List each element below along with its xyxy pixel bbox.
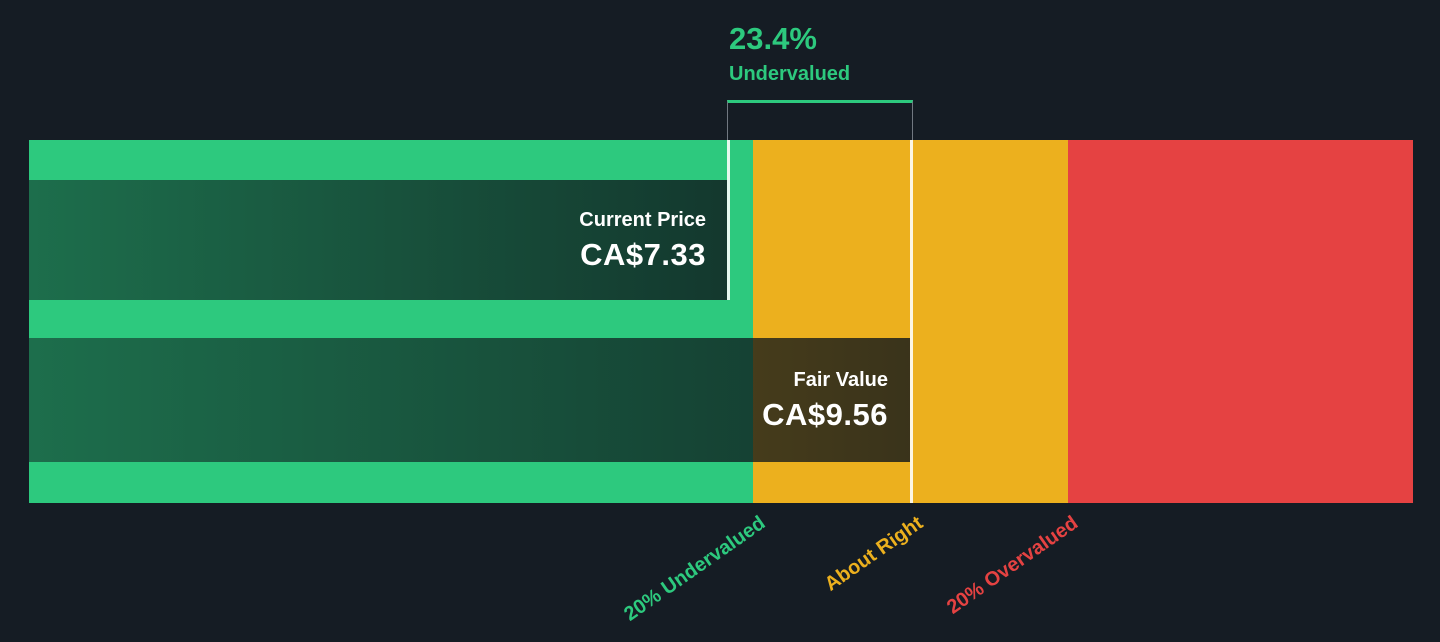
discount-percent: 23.4%	[729, 21, 817, 56]
current-price-label: Current Price	[579, 208, 706, 231]
fair-value-label: Fair Value	[793, 368, 889, 391]
fair-value-bar: Fair Value CA$9.56	[29, 338, 910, 462]
fair-value-marker-line	[910, 140, 913, 503]
discount-annotation: 23.4% Undervalued	[729, 21, 851, 86]
discount-bracket	[727, 100, 913, 141]
axis-label-about-right: About Right	[820, 512, 927, 596]
current-price-marker-line	[727, 140, 730, 300]
axis-label-undervalued: 20% Undervalued	[620, 512, 770, 626]
current-price-bar: Current Price CA$7.33	[29, 180, 727, 300]
valuation-band: Current Price CA$7.33 Fair Value CA$9.56	[29, 140, 1413, 503]
current-price-value: CA$7.33	[580, 236, 706, 272]
fair-value-value: CA$9.56	[762, 396, 888, 432]
discount-status: Undervalued	[729, 63, 851, 86]
zone-overvalued	[1068, 140, 1413, 503]
axis-label-overvalued: 20% Overvalued	[943, 512, 1083, 619]
